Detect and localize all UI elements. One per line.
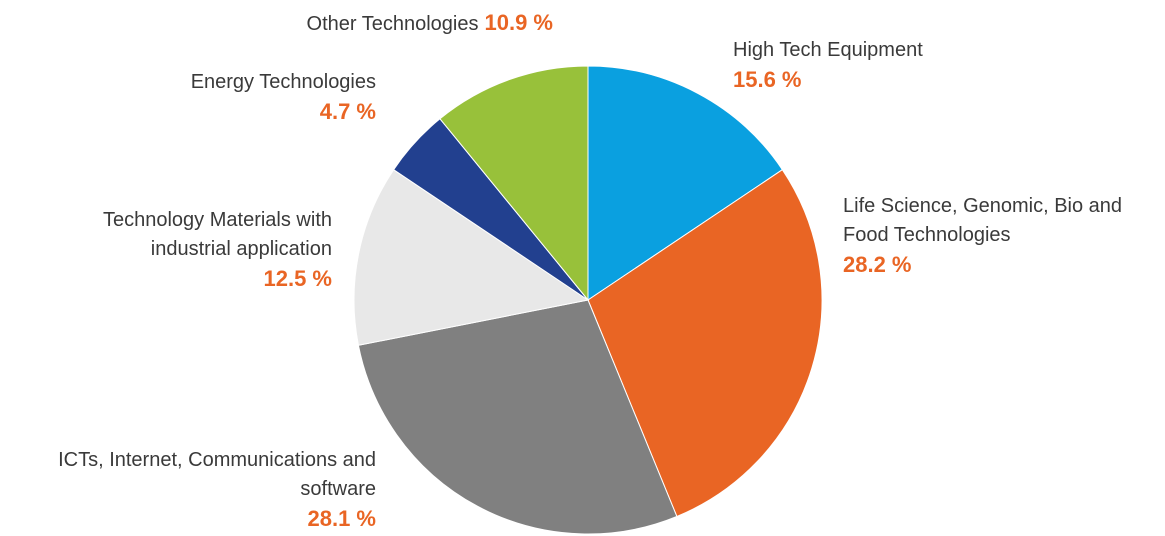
pie-slice (587, 65, 784, 301)
pie-slice (439, 65, 589, 302)
slice-label: Life Science, Genomic, Bio and Food Tech… (843, 192, 1163, 279)
value-label: 4.7 % (319, 99, 376, 124)
value-label: 28.2 % (843, 252, 912, 277)
pie-slice (587, 168, 823, 518)
value-label: 10.9 % (484, 10, 554, 35)
category-name: Other Technologies (306, 13, 479, 35)
slice-label: Other Technologies 10.9 % (233, 8, 553, 39)
pie-slice (357, 299, 678, 535)
category-name: Life Science, Genomic, Bio and Food Tech… (843, 195, 1123, 246)
slice-label: High Tech Equipment 15.6 % (733, 36, 1033, 94)
category-name: Energy Technologies (190, 71, 376, 93)
value-label: 28.1 % (307, 506, 377, 531)
category-name: High Tech Equipment (733, 39, 923, 61)
category-name: ICTs, Internet, Communications and softw… (58, 449, 376, 500)
value-label: 12.5 % (263, 266, 333, 291)
category-name: Technology Materials with industrial app… (103, 209, 332, 260)
slice-label: ICTs, Internet, Communications and softw… (0, 446, 376, 533)
slice-label: Technology Materials with industrial app… (52, 206, 332, 293)
value-label: 15.6 % (733, 67, 802, 92)
pie-slice (353, 168, 590, 346)
slice-label: Energy Technologies 4.7 % (136, 68, 376, 126)
